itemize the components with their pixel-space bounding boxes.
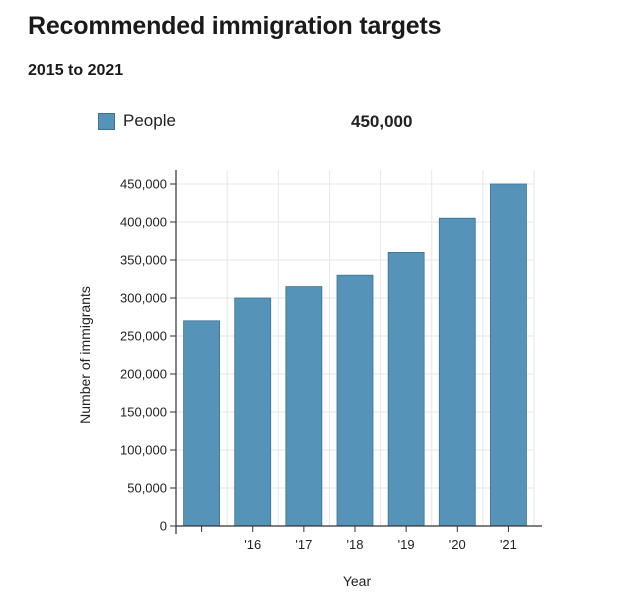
bar [285, 286, 323, 527]
chart-subtitle: 2015 to 2021 [28, 62, 124, 79]
chart-title: Recommended immigration targets [28, 12, 442, 40]
x-tick-label: '17 [295, 537, 312, 552]
y-tick-label: 100,000 [120, 443, 167, 458]
legend-swatch [98, 112, 115, 130]
bar [387, 251, 425, 527]
y-tick-label: 450,000 [120, 177, 167, 192]
x-tick-label: '21 [500, 537, 517, 552]
y-tick-label: 300,000 [120, 291, 167, 306]
x-tick-label: '20 [449, 537, 466, 552]
y-tick-label: 200,000 [120, 367, 167, 382]
bar [490, 183, 527, 527]
x-tick-label: '19 [398, 537, 415, 552]
y-axis-title: Number of immigrants [77, 286, 93, 424]
legend: People [98, 110, 176, 132]
y-tick-label: 250,000 [120, 329, 167, 344]
bar [183, 320, 220, 527]
x-tick-label: '18 [347, 537, 364, 552]
x-axis-title: Year [343, 573, 372, 589]
y-tick-label: 50,000 [127, 481, 167, 496]
y-tick-label: 0 [160, 519, 167, 534]
x-tick-label: '16 [244, 537, 261, 552]
legend-label: People [123, 111, 176, 130]
legend-value: 450,000 [351, 112, 413, 131]
bar [234, 297, 272, 527]
bar [438, 217, 476, 527]
bar [336, 274, 374, 527]
y-tick-label: 350,000 [120, 253, 167, 268]
y-tick-label: 400,000 [120, 215, 167, 230]
y-tick-label: 150,000 [120, 405, 167, 420]
